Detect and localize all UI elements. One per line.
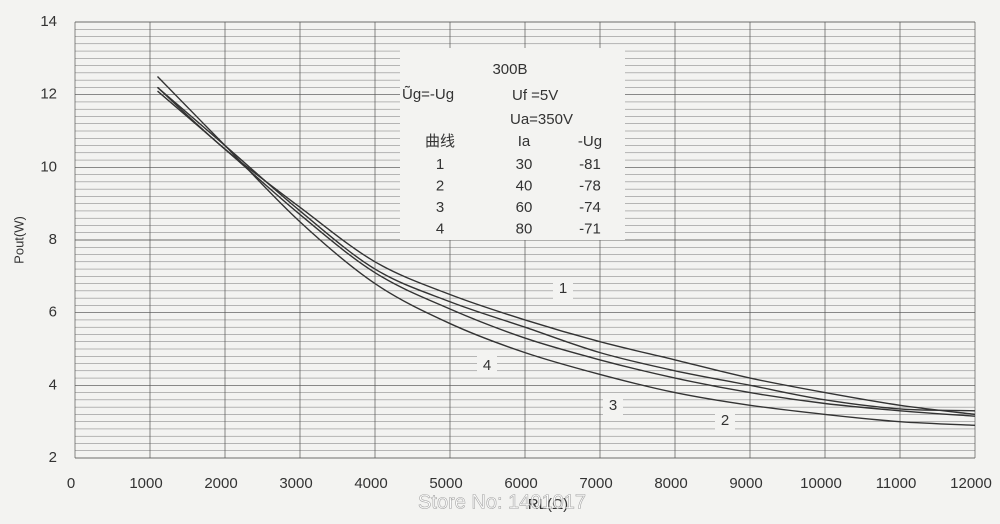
x-tick-label: 12000 bbox=[950, 475, 992, 492]
legend-label: 1 bbox=[559, 280, 567, 297]
x-tick-label: 11000 bbox=[876, 475, 917, 492]
x-tick-label: 7000 bbox=[579, 475, 612, 492]
legend-bg bbox=[715, 411, 735, 431]
legend-bg bbox=[553, 279, 573, 299]
annotation-text: Ũg=-Ug bbox=[402, 86, 454, 103]
x-tick-label: 2000 bbox=[204, 475, 237, 492]
table-header: Ia bbox=[518, 133, 531, 150]
x-tick-label: 0 bbox=[67, 475, 75, 492]
table-cell: -78 bbox=[579, 177, 601, 194]
y-tick-label: 4 bbox=[49, 376, 57, 393]
curve bbox=[156, 76, 976, 426]
y-tick-label: 10 bbox=[40, 158, 57, 175]
y-tick-label: 12 bbox=[40, 86, 57, 103]
table-cell: -71 bbox=[579, 220, 601, 237]
x-tick-label: 10000 bbox=[800, 475, 842, 492]
table-cell: 80 bbox=[516, 220, 533, 237]
table-cell: 1 bbox=[436, 156, 444, 173]
table-header: -Ug bbox=[578, 133, 602, 150]
table-cell: 4 bbox=[436, 220, 444, 237]
annotation-text: Ua=350V bbox=[510, 111, 573, 128]
legend-label: 3 bbox=[609, 397, 617, 414]
watermark: Store No: 1401017 bbox=[418, 491, 586, 513]
legend-label: 2 bbox=[721, 412, 729, 429]
x-tick-label: 8000 bbox=[654, 475, 687, 492]
table-cell: 2 bbox=[436, 177, 444, 194]
x-tick-label: 3000 bbox=[279, 475, 312, 492]
table-header: 曲线 bbox=[425, 133, 455, 150]
table-cell: -74 bbox=[579, 199, 601, 216]
table-cell: 3 bbox=[436, 199, 444, 216]
x-tick-label: 5000 bbox=[429, 475, 462, 492]
table-cell: -81 bbox=[579, 156, 601, 173]
curve bbox=[157, 90, 976, 417]
legend-label: 4 bbox=[483, 357, 491, 374]
x-tick-label: 1000 bbox=[129, 475, 162, 492]
y-tick-label: 14 bbox=[40, 13, 57, 30]
table-cell: 40 bbox=[516, 177, 533, 194]
curve bbox=[157, 86, 976, 412]
x-tick-label: 4000 bbox=[354, 475, 387, 492]
x-tick-label: 6000 bbox=[504, 475, 537, 492]
curve bbox=[157, 86, 976, 416]
y-tick-label: 2 bbox=[49, 449, 57, 466]
y-tick-label: 8 bbox=[49, 231, 57, 248]
legend-bg bbox=[477, 356, 497, 376]
table-cell: 60 bbox=[516, 199, 533, 216]
legend-bg bbox=[603, 396, 623, 416]
y-tick-label: 6 bbox=[49, 304, 57, 321]
y-axis-label: Pout(W) bbox=[11, 216, 26, 264]
annotation-box bbox=[400, 48, 625, 240]
x-axis-label: RL(Ω) bbox=[528, 496, 568, 513]
x-tick-label: 9000 bbox=[729, 475, 762, 492]
annotation-title: 300B bbox=[492, 61, 527, 78]
annotation-text: Uf =5V bbox=[512, 87, 558, 104]
table-cell: 30 bbox=[516, 156, 533, 173]
